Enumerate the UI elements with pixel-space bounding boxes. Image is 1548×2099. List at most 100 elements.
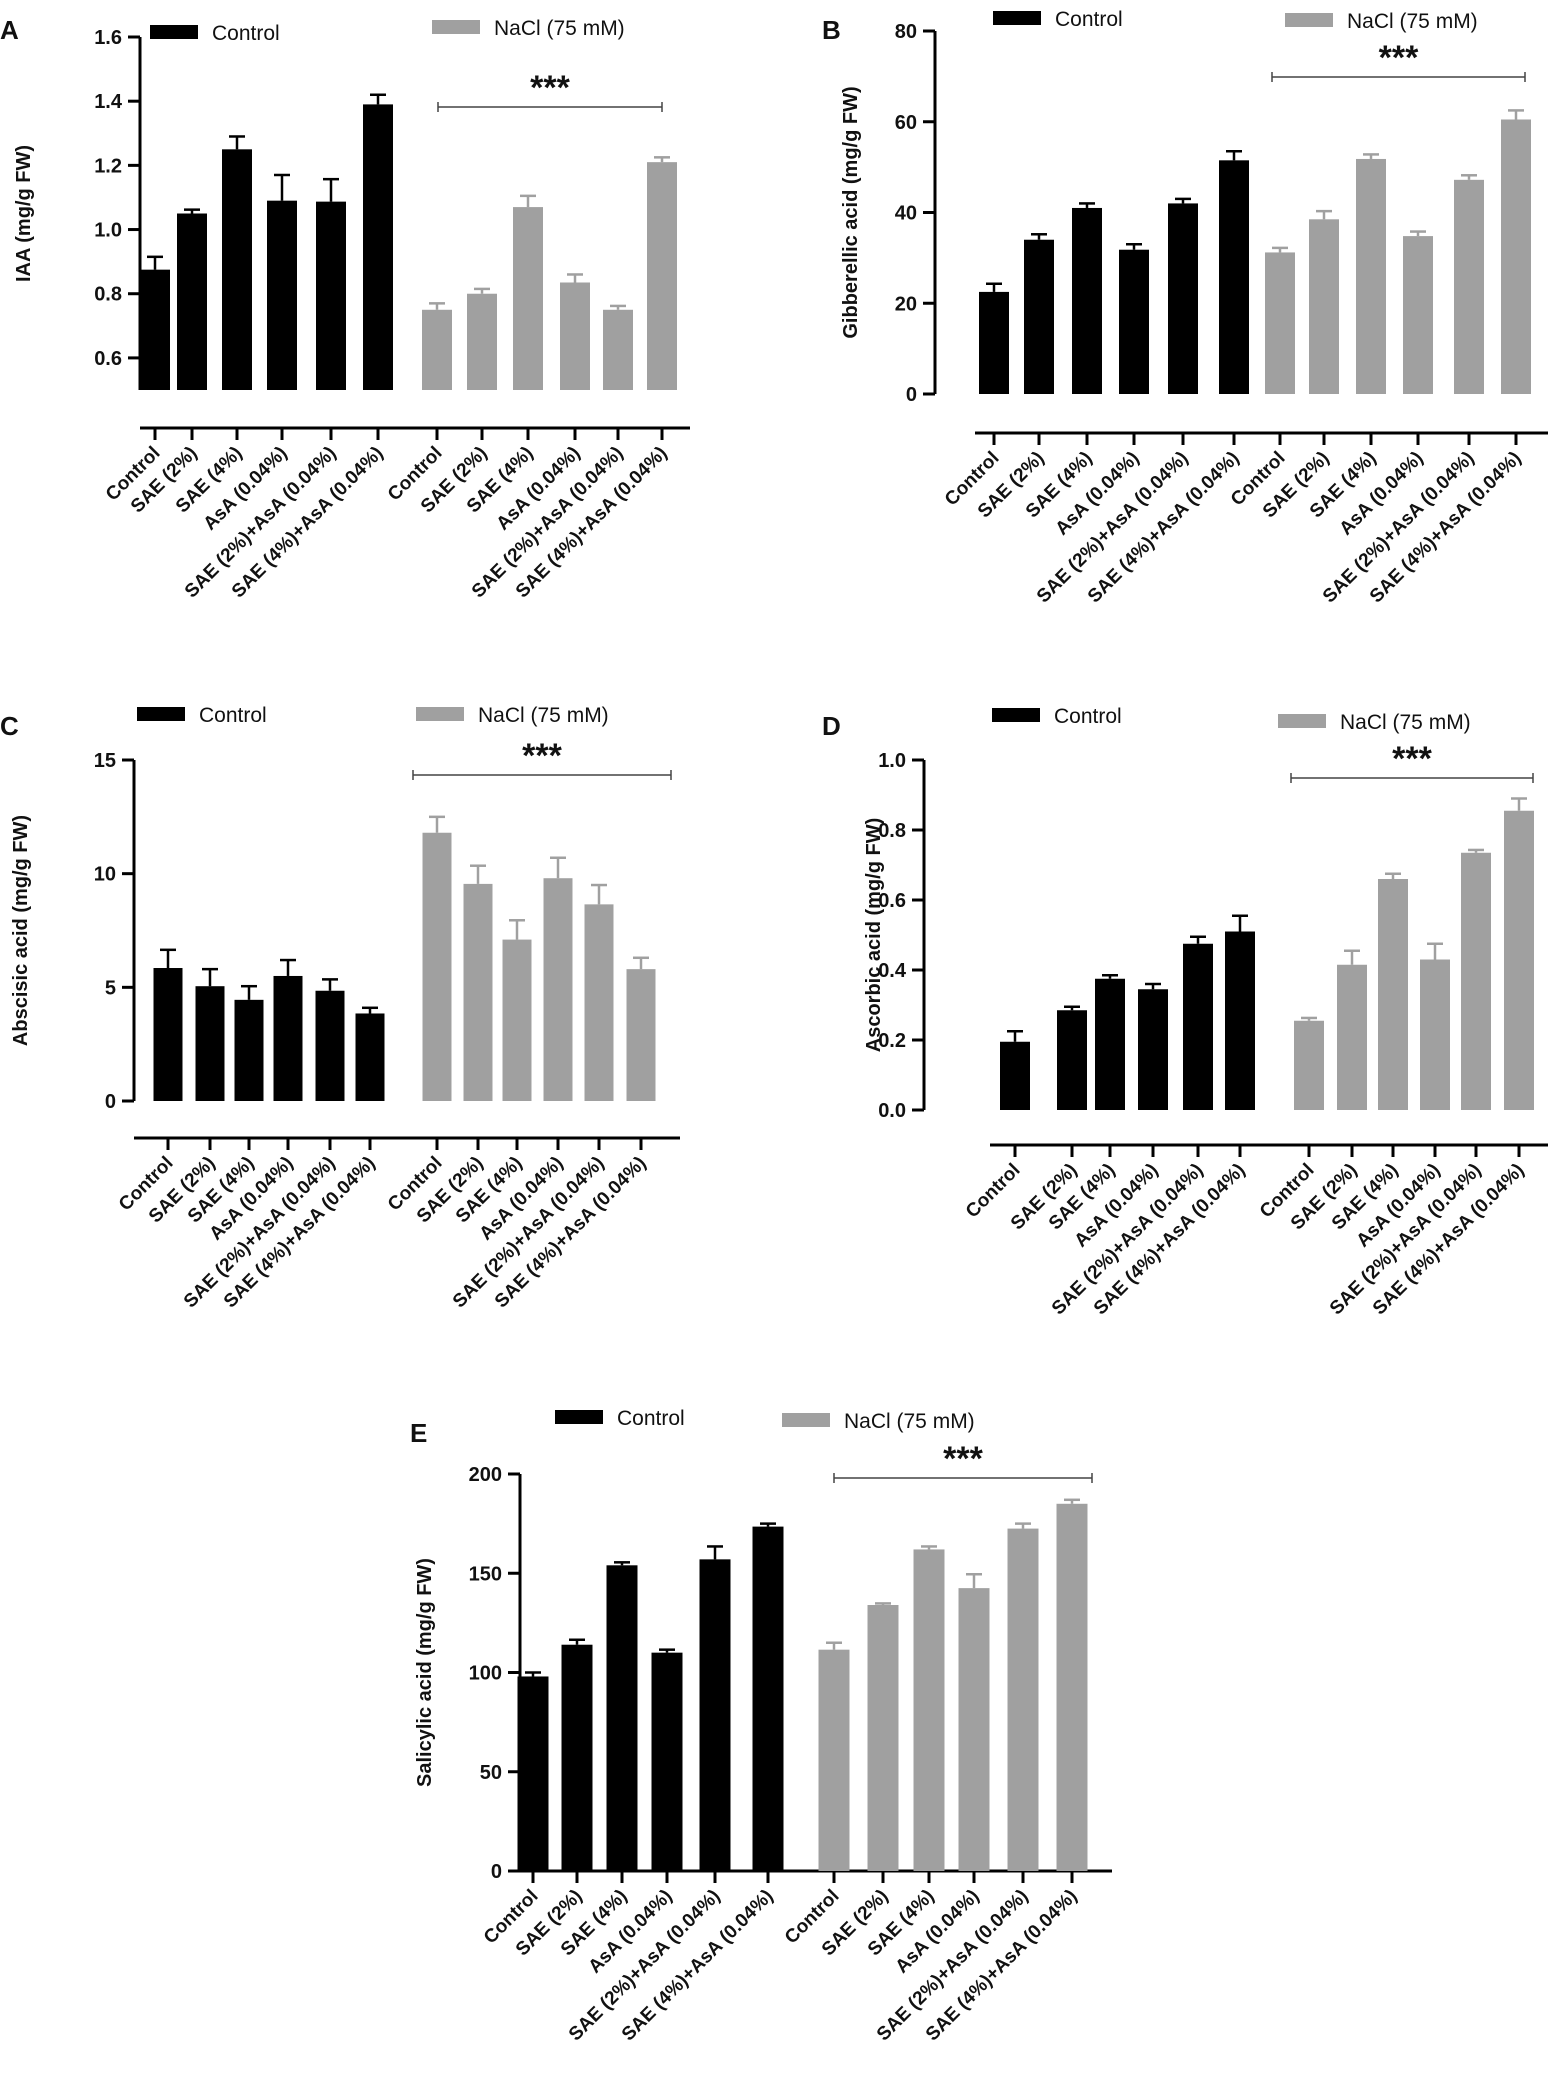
panel-e-bar-control-3 <box>651 1652 683 1871</box>
panel-a-y-tick-label: 1.2 <box>94 155 122 177</box>
panel-c-y-tick-label: 15 <box>94 750 116 772</box>
panel-d-y-tick-label: 0.4 <box>878 960 907 982</box>
panel-b-bar-control-4 <box>1168 203 1198 394</box>
panel-c-bar-control-5 <box>355 1013 385 1101</box>
panel-c-y-tick-label: 10 <box>94 864 116 886</box>
panel-e-bar-nacl-1 <box>867 1605 899 1871</box>
panel-c-bar-control-2 <box>234 999 264 1101</box>
panel-d-legend-label-nacl: NaCl (75 mM) <box>1340 711 1471 734</box>
panel-d-y-tick-label: 1.0 <box>878 750 906 772</box>
panel-c-bar-nacl-5 <box>626 969 656 1101</box>
panel-d-significance-label: *** <box>1392 740 1432 778</box>
panel-d-letter: D <box>822 711 841 741</box>
panel-d-bar-control-3 <box>1138 989 1168 1110</box>
panel-d-bar-control-0 <box>1000 1041 1030 1110</box>
panel-e-bar-control-4 <box>699 1559 731 1871</box>
panel-e-legend-swatch-control <box>555 1410 603 1424</box>
panel-b-bar-control-1 <box>1024 239 1054 394</box>
panel-c-y-tick-label: 0 <box>105 1091 116 1113</box>
panel-b-y-tick-label: 80 <box>895 21 917 43</box>
panel-e-bar-control-2 <box>606 1565 638 1871</box>
panel-d-bar-control-4 <box>1183 943 1213 1110</box>
panel-b-bar-nacl-0 <box>1265 252 1295 394</box>
panel-b-y-tick-label: 0 <box>906 384 917 406</box>
panel-e-legend-label-control: Control <box>617 1407 685 1430</box>
panel-d-bar-control-2 <box>1095 978 1125 1110</box>
panel-a-bar-nacl-3 <box>560 282 590 390</box>
panel-e-bar-nacl-3 <box>958 1588 990 1871</box>
panel-d-bar-control-5 <box>1225 931 1255 1110</box>
panel-e-bar-nacl-0 <box>818 1649 850 1871</box>
panel-c-bar-control-1 <box>195 986 225 1101</box>
panel-c-bar-nacl-3 <box>543 878 573 1101</box>
panel-e-bar-nacl-2 <box>913 1549 945 1871</box>
panel-d-legend-label-control: Control <box>1054 705 1122 728</box>
panel-d-y-tick-label: 0.0 <box>878 1100 906 1122</box>
panel-a-bar-control-1 <box>177 213 207 390</box>
panel-e-bar-nacl-4 <box>1007 1528 1039 1871</box>
panel-e-y-tick-label: 100 <box>469 1663 502 1685</box>
panel-c-bar-control-3 <box>273 975 303 1101</box>
panel-a-bar-control-4 <box>316 201 346 390</box>
panel-b-bar-nacl-2 <box>1356 158 1386 394</box>
panel-e: E 0 50 100 150 200 Salicylic acid (mg/g FW) Con… <box>410 1407 1112 2045</box>
panel-e-y-tick-label: 50 <box>480 1762 502 1784</box>
panel-a-legend-swatch-nacl <box>432 20 480 34</box>
panel-e-legend-swatch-nacl <box>782 1413 830 1427</box>
panel-b-letter: B <box>822 15 841 45</box>
panel-c-bar-nacl-2 <box>502 939 532 1101</box>
panel-b-y-label: Gibberellic acid (mg/g FW) <box>840 86 862 338</box>
panel-a-legend-label-nacl: NaCl (75 mM) <box>494 17 625 40</box>
panel-c-bar-nacl-4 <box>584 904 614 1101</box>
panel-b-y-tick-label: 20 <box>895 293 917 315</box>
panel-b-legend-swatch-nacl <box>1285 13 1333 27</box>
panel-d-bar-nacl-1 <box>1337 964 1367 1110</box>
panel-c-legend-label-nacl: NaCl (75 mM) <box>478 704 609 727</box>
panel-b-legend-label-control: Control <box>1055 8 1123 31</box>
panel-b-legend-swatch-control <box>993 11 1041 25</box>
panel-a-bar-control-5 <box>363 104 393 391</box>
panel-e-letter: E <box>410 1418 427 1448</box>
panel-b-bar-control-0 <box>979 291 1009 394</box>
panel-a-bar-nacl-2 <box>513 207 543 390</box>
panel-a-significance-label: *** <box>530 69 570 107</box>
panel-d-bar-nacl-4 <box>1461 852 1491 1110</box>
panel-b-bar-control-3 <box>1119 249 1149 394</box>
panel-d-bar-nacl-5 <box>1504 810 1534 1110</box>
panel-b-y-tick-label: 40 <box>895 203 917 225</box>
panel-b-bar-nacl-1 <box>1309 219 1339 394</box>
panel-d-y-tick-label: 0.6 <box>878 890 906 912</box>
panel-a-letter: A <box>0 15 19 45</box>
panel-b-legend-label-nacl: NaCl (75 mM) <box>1347 10 1478 33</box>
panel-d-legend-swatch-nacl <box>1278 714 1326 728</box>
panel-d: D 0.0 0.2 0.4 0.6 0.8 1.0 Ascorbic acid (mg/g F… <box>822 705 1548 1319</box>
panel-a-bar-control-0 <box>140 269 170 390</box>
panel-a-legend-swatch-control <box>150 25 198 39</box>
panel-b-bar-nacl-4 <box>1454 179 1484 394</box>
panel-d-y-label: Ascorbic acid (mg/g FW) <box>863 818 885 1052</box>
panel-a-y-tick-label: 1.0 <box>94 220 122 242</box>
panel-e-y-tick-label: 150 <box>469 1563 502 1585</box>
panel-a-y-label: IAA (mg/g FW) <box>13 145 35 282</box>
panel-c-bar-nacl-0 <box>422 832 452 1101</box>
panel-a-bar-nacl-0 <box>422 309 452 390</box>
panel-a-bar-nacl-4 <box>603 309 633 390</box>
panel-c-legend-swatch-nacl <box>416 707 464 721</box>
panel-e-y-label: Salicylic acid (mg/g FW) <box>414 1558 436 1787</box>
panel-c-bar-control-4 <box>315 990 345 1101</box>
panel-c-bar-nacl-1 <box>463 883 493 1101</box>
panel-d-y-tick-label: 0.8 <box>878 820 906 842</box>
panel-a-y-tick-label: 1.6 <box>94 27 122 49</box>
panel-b-bar-control-2 <box>1072 207 1102 394</box>
panel-d-bar-nacl-2 <box>1378 879 1408 1110</box>
panel-e-y-tick-label: 0 <box>491 1861 502 1883</box>
panel-c-significance-label: *** <box>522 737 562 775</box>
panel-c-y-label: Abscisic acid (mg/g FW) <box>10 815 32 1046</box>
panel-a-bar-nacl-1 <box>467 293 497 390</box>
panel-c-bar-control-0 <box>153 968 183 1101</box>
panel-e-legend-label-nacl: NaCl (75 mM) <box>844 1410 975 1433</box>
panel-c-letter: C <box>0 711 19 741</box>
panel-d-legend-swatch-control <box>992 708 1040 722</box>
panel-a-bar-control-2 <box>222 149 252 390</box>
